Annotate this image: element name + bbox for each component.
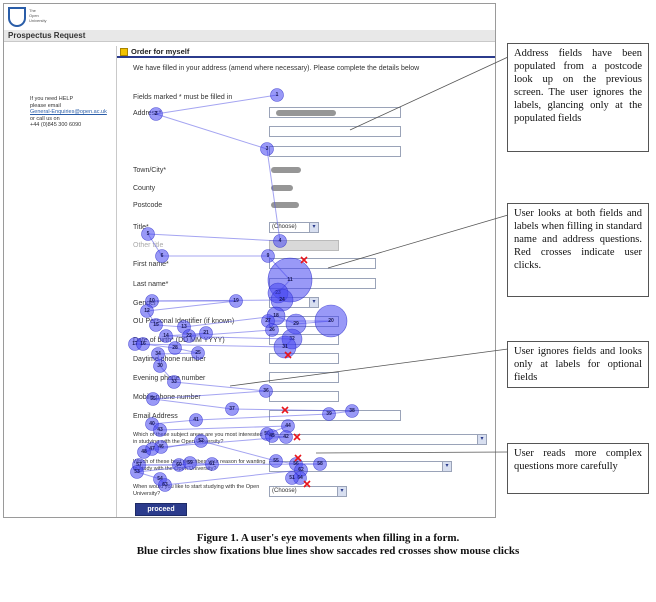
- proceed-button[interactable]: proceed: [135, 503, 187, 516]
- gender-label: Gender*: [133, 300, 160, 307]
- caption-line-2: Blue circles show fixations blue lines s…: [136, 545, 520, 557]
- evening-phone-label: Evening phone number: [133, 375, 206, 382]
- county-value: [271, 185, 293, 191]
- chevron-down-icon: ▾: [337, 487, 346, 496]
- first-name-label: First name*: [133, 261, 169, 268]
- section-title: Order for myself: [131, 47, 190, 56]
- help-line: or call us on: [30, 115, 60, 122]
- mandatory-note: Fields marked * must be filled in: [133, 94, 233, 101]
- page-title: Prospectus Request: [8, 31, 86, 40]
- evening-phone-field[interactable]: [269, 372, 339, 383]
- title-select[interactable]: (Choose) ▾: [269, 222, 319, 233]
- dob-field[interactable]: [269, 334, 339, 345]
- help-panel: If you need HELP please email General-En…: [30, 96, 110, 129]
- town-label: Town/City*: [133, 167, 167, 174]
- address-line2-field[interactable]: [269, 126, 401, 137]
- help-phone: +44 (0)845 300 6090: [30, 122, 82, 128]
- address-line3-field[interactable]: [269, 146, 401, 157]
- form-panel: Order for myself We have filled in your …: [116, 46, 495, 517]
- ou-logo: The Open University: [8, 7, 47, 31]
- section-header: Order for myself: [117, 46, 495, 58]
- address-line1-field[interactable]: [269, 107, 401, 118]
- daytime-phone-label: Daytime phone number: [133, 356, 206, 363]
- help-line: If you need HELP: [30, 96, 74, 102]
- intro-text: We have filled in your address (amend wh…: [133, 65, 420, 72]
- dob-label: Date of birth* (DD MM YYYY): [133, 337, 225, 344]
- other-title-field: [269, 240, 339, 251]
- gender-select[interactable]: ▾: [269, 297, 319, 308]
- form-screenshot: The Open University Prospectus Request I…: [3, 3, 496, 518]
- caption-line-1: Figure 1. A user's eye movements when fi…: [196, 532, 460, 544]
- town-value: [271, 167, 301, 173]
- first-name-field[interactable]: [269, 258, 376, 269]
- postcode-label: Postcode: [133, 202, 163, 209]
- start-select[interactable]: (Choose) ▾: [269, 486, 347, 497]
- annotation-complex-questions: User reads more complex questions more c…: [507, 443, 649, 494]
- daytime-phone-field[interactable]: [269, 353, 339, 364]
- chevron-down-icon: ▾: [309, 223, 318, 232]
- reason-select[interactable]: ▾: [269, 461, 452, 472]
- shield-icon: [8, 7, 26, 27]
- email-label: Email Address: [133, 413, 178, 420]
- subject-select[interactable]: ▾: [269, 434, 487, 445]
- subject-question-label: Which of these subject areas are you mos…: [133, 432, 263, 445]
- annotation-name-fields: User looks at both fields and labels whe…: [507, 203, 649, 297]
- header-bar: Prospectus Request: [4, 30, 495, 42]
- annotation-address: Address fields have been populated from …: [507, 43, 649, 152]
- postcode-value: [271, 202, 299, 208]
- last-name-field[interactable]: [269, 278, 376, 289]
- county-label: County: [133, 185, 156, 192]
- figure-caption: Figure 1. A user's eye movements when fi…: [0, 532, 656, 558]
- email-field[interactable]: [269, 410, 401, 421]
- help-email-link[interactable]: General-Enquiries@open.ac.uk: [30, 109, 107, 115]
- last-name-label: Last name*: [133, 281, 169, 288]
- mobile-phone-label: Mobile phone number: [133, 394, 201, 401]
- title-label: Title*: [133, 224, 149, 231]
- chevron-down-icon: ▾: [442, 462, 451, 471]
- ou-id-field[interactable]: [269, 316, 339, 327]
- chevron-down-icon: ▾: [309, 298, 318, 307]
- reason-question-label: Which of these best describes your reaso…: [133, 459, 266, 472]
- ou-id-label: OU Personal Identifier (if known): [133, 318, 235, 325]
- other-title-label: Other title: [133, 242, 164, 249]
- annotation-optional-fields: User ignores fields and looks only at la…: [507, 341, 649, 388]
- chevron-down-icon: ▾: [477, 435, 486, 444]
- mobile-phone-field[interactable]: [269, 391, 339, 402]
- help-line: please email: [30, 102, 61, 109]
- folder-icon: [120, 48, 128, 56]
- start-question-label: When would you like to start studying wi…: [133, 484, 260, 497]
- logo-text: The Open University: [29, 8, 47, 23]
- address-label: Address*: [133, 110, 162, 117]
